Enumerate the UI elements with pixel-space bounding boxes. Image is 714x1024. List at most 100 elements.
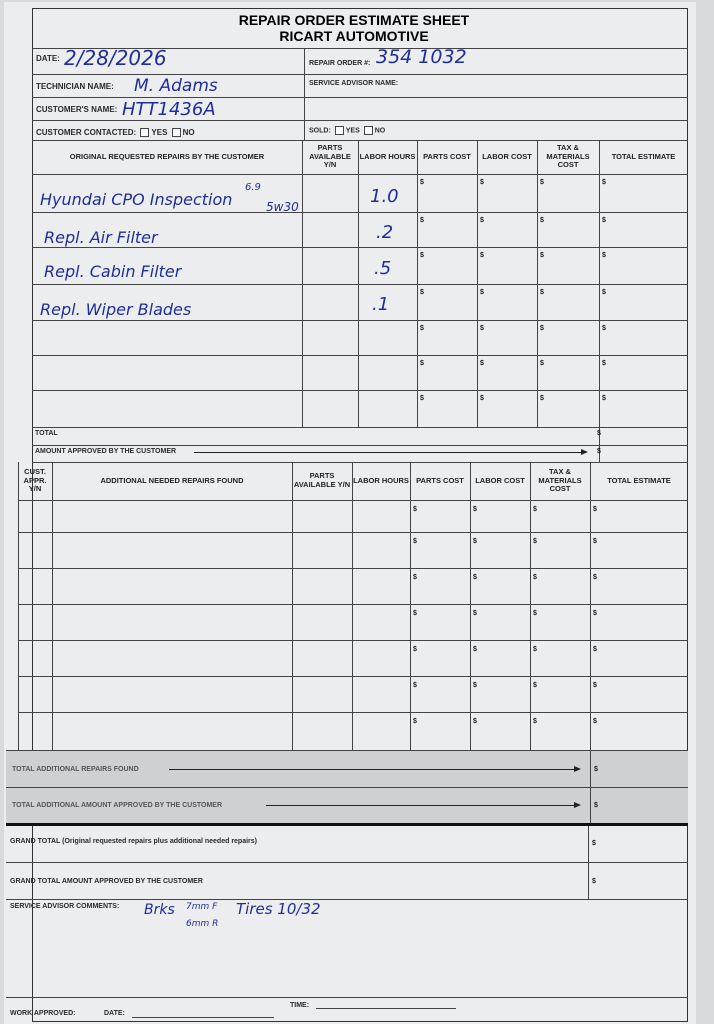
currency-sign: $ — [602, 289, 606, 296]
additional-approved-dollar: $ — [594, 802, 598, 809]
title-line-2: RICART AUTOMOTIVE — [279, 28, 429, 44]
currency-sign: $ — [533, 538, 537, 545]
column-header: LABOR HOURS — [359, 151, 416, 161]
currency-sign: $ — [593, 506, 597, 513]
currency-sign: $ — [602, 360, 606, 367]
currency-sign: $ — [480, 325, 484, 332]
currency-sign: $ — [473, 646, 477, 653]
column-divider — [599, 140, 600, 462]
currency-sign: $ — [540, 289, 544, 296]
currency-sign: $ — [473, 538, 477, 545]
no-label: NO — [374, 127, 386, 135]
currency-sign: $ — [480, 179, 484, 186]
repair-item-1[interactable]: Hyundai CPO Inspection — [40, 190, 233, 209]
currency-sign: $ — [420, 325, 424, 332]
arrow-icon — [194, 449, 588, 455]
row-divider — [32, 212, 688, 213]
currency-sign: $ — [473, 610, 477, 617]
row-divider — [32, 445, 688, 446]
column-header: TOTAL ESTIMATE — [607, 475, 671, 485]
column-header: PARTS COST — [423, 151, 471, 161]
repair-item-3[interactable]: Repl. Cabin Filter — [44, 262, 182, 281]
currency-sign: $ — [480, 289, 484, 296]
row-divider — [32, 247, 688, 248]
column-divider — [530, 462, 531, 750]
comment-brakes[interactable]: Brks — [144, 902, 175, 918]
currency-sign: $ — [540, 360, 544, 367]
repair-order-value[interactable]: 354 1032 — [376, 46, 467, 68]
currency-sign: $ — [602, 179, 606, 186]
currency-sign: $ — [602, 395, 606, 402]
grand-total-label: GRAND TOTAL (Original requested repairs … — [10, 838, 257, 845]
currency-sign: $ — [420, 217, 424, 224]
repair-item-4[interactable]: Repl. Wiper Blades — [40, 300, 192, 319]
technician-value[interactable]: M. Adams — [134, 76, 218, 96]
work-date-label: DATE: — [104, 1010, 125, 1017]
total-label: TOTAL — [35, 430, 58, 437]
sold-yes-checkbox[interactable] — [334, 126, 344, 135]
column-header: LABOR HOURS — [353, 475, 409, 485]
work-time-field[interactable] — [316, 1008, 456, 1009]
labor-hours-4[interactable]: .1 — [372, 294, 390, 315]
currency-sign: $ — [602, 217, 606, 224]
column-divider — [410, 462, 411, 750]
labor-hours-1[interactable]: 1.0 — [370, 186, 399, 207]
column-divider — [52, 462, 53, 750]
date-value[interactable]: 2/28/2026 — [64, 46, 167, 70]
currency-sign: $ — [533, 610, 537, 617]
currency-sign: $ — [473, 682, 477, 689]
date-label: DATE: — [36, 54, 60, 63]
title-line-1: REPAIR ORDER ESTIMATE SHEET — [238, 12, 470, 28]
labor-hours-3[interactable]: .5 — [374, 258, 392, 279]
labor-hours-2[interactable]: .2 — [376, 222, 394, 243]
column-header: PARTS AVAILABLE Y/N — [293, 471, 351, 489]
repair-item-1-note: 5w30 — [266, 200, 299, 214]
sold-no-checkbox[interactable] — [363, 126, 373, 135]
currency-sign: $ — [420, 289, 424, 296]
column-header: TAX & MATERIALS COST — [538, 467, 582, 494]
total-dollar: $ — [597, 430, 601, 437]
currency-sign: $ — [540, 217, 544, 224]
currency-sign: $ — [593, 574, 597, 581]
column-divider — [18, 462, 19, 750]
total-additional-approved-label: TOTAL ADDITIONAL AMOUNT APPROVED BY THE … — [12, 802, 223, 809]
work-date-field[interactable] — [132, 1017, 274, 1018]
contacted-no-checkbox[interactable] — [171, 128, 181, 138]
repair-order-sheet: REPAIR ORDER ESTIMATE SHEET RICART AUTOM… — [4, 2, 696, 1024]
column-header: LABOR COST — [482, 151, 532, 161]
currency-sign: $ — [480, 360, 484, 367]
currency-sign: $ — [602, 252, 606, 259]
sold-field: SOLD: YES NO — [309, 126, 385, 135]
comment-tires[interactable]: Tires 10/32 — [236, 900, 321, 918]
row-divider — [18, 676, 688, 677]
currency-sign: $ — [420, 395, 424, 402]
column-divider — [358, 140, 359, 427]
column-divider — [537, 140, 538, 427]
column-header: ADDITIONAL NEEDED REPAIRS FOUND — [100, 475, 244, 485]
currency-sign: $ — [593, 646, 597, 653]
work-approved-label: WORK APPROVED: — [10, 1010, 76, 1017]
currency-sign: $ — [420, 252, 424, 259]
sold-label: SOLD: — [309, 127, 331, 135]
yes-label: YES — [151, 128, 168, 137]
contacted-yes-checkbox[interactable] — [140, 128, 150, 138]
customer-name-value[interactable]: HTT1436A — [122, 99, 216, 120]
currency-sign: $ — [480, 252, 484, 259]
column-header: TAX & MATERIALS COST — [546, 143, 590, 170]
no-label: NO — [182, 128, 195, 137]
column-divider — [477, 140, 478, 427]
row-divider — [18, 640, 688, 641]
currency-sign: $ — [413, 506, 417, 513]
row-divider — [32, 320, 688, 321]
repair-item-2[interactable]: Repl. Air Filter — [44, 228, 158, 247]
repair-item-1-oil-qty: 6.9 — [245, 182, 261, 193]
approved-dollar: $ — [597, 448, 601, 455]
column-header: TOTAL ESTIMATE — [611, 151, 676, 161]
currency-sign: $ — [413, 610, 417, 617]
column-header: PARTS COST — [416, 475, 464, 485]
column-divider — [470, 462, 471, 750]
grand-total-dollar: $ — [592, 840, 596, 847]
column-header: PARTS AVAILABLE Y/N — [309, 143, 351, 170]
currency-sign: $ — [602, 325, 606, 332]
total-additional-found-label: TOTAL ADDITIONAL REPAIRS FOUND — [12, 766, 139, 773]
